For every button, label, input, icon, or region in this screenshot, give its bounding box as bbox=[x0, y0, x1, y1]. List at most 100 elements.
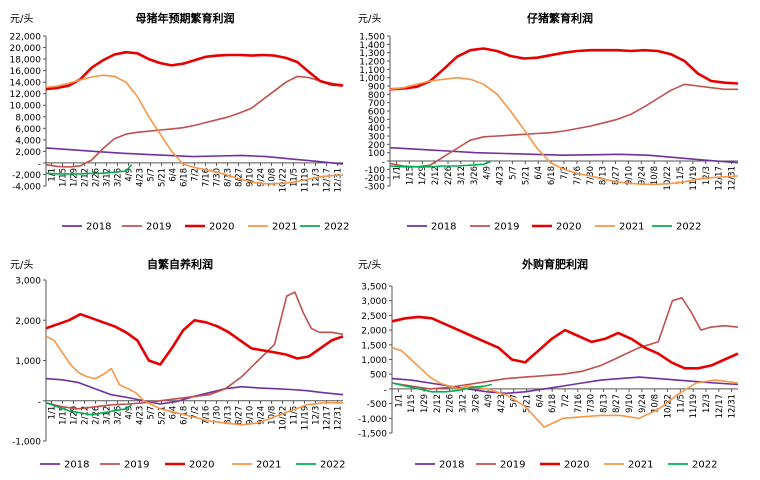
x-tick-label: 12/3 bbox=[702, 394, 712, 413]
x-tick-label: 2/12 bbox=[433, 394, 443, 413]
x-tick-label: 3/12 bbox=[458, 394, 468, 413]
x-tick-label: 7/2 bbox=[191, 406, 201, 420]
x-tick-label: 6/18 bbox=[547, 166, 557, 185]
x-tick-label: 12/3 bbox=[312, 406, 322, 425]
y-tick-label: 3,000 bbox=[15, 277, 41, 287]
x-tick-label: 4/9 bbox=[125, 406, 135, 420]
x-tick-label: 3/26 bbox=[470, 166, 480, 185]
legend-label-2020: 2020 bbox=[564, 460, 589, 471]
x-tick-label: 10/22 bbox=[664, 394, 674, 419]
x-tick-label: 12/3 bbox=[702, 166, 712, 185]
series-line-2020 bbox=[45, 50, 344, 91]
x-tick-label: 7/16 bbox=[202, 406, 212, 425]
series-line-2022 bbox=[391, 382, 492, 393]
y-tick-label: 100 bbox=[368, 149, 385, 159]
legend-label-2018: 2018 bbox=[431, 222, 456, 233]
series-line-2020 bbox=[45, 312, 344, 366]
legend: 2018 2019 2020 2021 2022 bbox=[62, 222, 349, 233]
series-line-2020 bbox=[389, 47, 739, 91]
x-tick-label: 9/10 bbox=[624, 166, 634, 185]
x-tick-label: 2/26 bbox=[444, 166, 454, 185]
x-tick-label: 5/7 bbox=[147, 168, 157, 182]
x-tick-label: 6/18 bbox=[180, 168, 190, 187]
y-tick-label: 2,000 bbox=[15, 148, 41, 158]
x-tick-label: 10/8 bbox=[268, 406, 278, 425]
x-tick-label: 4/23 bbox=[136, 168, 146, 187]
x-tick-label: 10/22 bbox=[279, 406, 289, 431]
series-line-2022 bbox=[389, 161, 491, 168]
y-tick-label: 20,000 bbox=[10, 44, 42, 54]
x-tick-label: 9/24 bbox=[638, 394, 648, 413]
y-tick-label: 1,500 bbox=[359, 33, 385, 43]
legend-label-2022: 2022 bbox=[692, 460, 717, 471]
x-tick-label: 4/9 bbox=[125, 168, 135, 182]
x-tick-label: 10/8 bbox=[650, 166, 660, 185]
x-tick-label: 1/29 bbox=[418, 166, 428, 185]
chart-1: 仔猪繁育利润元/头-300-200-100-100200300400500600… bbox=[358, 11, 739, 233]
x-tick-label: 12/31 bbox=[728, 166, 738, 191]
x-tick-label: 11/5 bbox=[290, 168, 300, 187]
y-tick-label: -1,000 bbox=[12, 438, 41, 448]
x-tick-label: 4/23 bbox=[497, 394, 507, 413]
x-tick-label: 12/17 bbox=[323, 406, 333, 431]
series-line-2019 bbox=[45, 291, 344, 410]
legend-label-2022: 2022 bbox=[676, 222, 701, 233]
y-tick-label: 6,000 bbox=[15, 125, 41, 135]
x-tick-label: 10/22 bbox=[663, 166, 673, 191]
x-tick-label: 8/13 bbox=[224, 168, 234, 187]
x-tick-label: 1/15 bbox=[59, 406, 69, 425]
y-tick-label: 3,000 bbox=[361, 297, 387, 307]
x-tick-label: 1/15 bbox=[405, 166, 415, 185]
legend-label-2019: 2019 bbox=[124, 460, 149, 471]
y-tick-label: - bbox=[38, 159, 41, 169]
legend-label-2022: 2022 bbox=[324, 222, 349, 233]
x-tick-label: 4/23 bbox=[496, 166, 506, 185]
legend: 2018 2019 2020 2021 2022 bbox=[407, 222, 701, 233]
y-tick-label: 600 bbox=[368, 108, 385, 118]
series-line-2021 bbox=[45, 74, 344, 185]
x-tick-label: 7/2 bbox=[191, 168, 201, 182]
x-tick-label: 9/24 bbox=[257, 406, 267, 425]
x-tick-label: 12/17 bbox=[715, 166, 725, 191]
legend-label-2020: 2020 bbox=[209, 222, 234, 233]
x-tick-label: 6/4 bbox=[535, 394, 545, 408]
y-tick-label: 900 bbox=[368, 83, 385, 93]
x-tick-label: 12/31 bbox=[334, 406, 344, 431]
x-tick-label: 5/21 bbox=[158, 168, 168, 187]
y-tick-label: -4,000 bbox=[12, 183, 41, 193]
chart-title: 仔猪繁育利润 bbox=[527, 11, 593, 25]
y-tick-label: 1,000 bbox=[15, 357, 41, 367]
x-tick-label: 7/16 bbox=[202, 168, 212, 187]
x-tick-label: 10/8 bbox=[651, 394, 661, 413]
x-tick-label: 1/1 bbox=[394, 394, 404, 408]
x-tick-label: 8/27 bbox=[612, 166, 622, 185]
y-tick-label: 22,000 bbox=[10, 33, 42, 43]
x-tick-label: 7/2 bbox=[560, 166, 570, 180]
y-unit-label: 元/头 bbox=[10, 13, 33, 25]
legend-label-2021: 2021 bbox=[272, 222, 297, 233]
y-tick-label: 12,000 bbox=[10, 90, 42, 100]
series-line-2022 bbox=[45, 402, 133, 416]
y-tick-label: 2,000 bbox=[15, 317, 41, 327]
series-line-2021 bbox=[389, 76, 739, 186]
chart-title: 自繁自养利润 bbox=[147, 257, 213, 271]
x-tick-label: 5/7 bbox=[147, 406, 157, 420]
x-tick-label: 1/1 bbox=[392, 166, 402, 180]
legend-label-2020: 2020 bbox=[189, 460, 214, 471]
x-tick-label: 10/22 bbox=[279, 168, 289, 193]
y-tick-label: 500 bbox=[370, 371, 387, 381]
legend-label-2019: 2019 bbox=[494, 222, 519, 233]
x-tick-label: 11/19 bbox=[689, 394, 699, 419]
x-tick-label: 2/26 bbox=[92, 168, 102, 187]
x-tick-label: 12/17 bbox=[715, 394, 725, 419]
y-tick-label: 18,000 bbox=[10, 56, 42, 66]
x-tick-label: 7/2 bbox=[561, 394, 571, 408]
x-tick-label: 9/10 bbox=[246, 168, 256, 187]
x-tick-label: 8/27 bbox=[612, 394, 622, 413]
chart-title: 母猪年预期繁育利润 bbox=[136, 11, 235, 25]
series-line-2019 bbox=[391, 296, 739, 390]
x-tick-label: 7/30 bbox=[587, 394, 597, 413]
series-line-2018 bbox=[389, 146, 739, 164]
series-line-2019 bbox=[45, 75, 344, 168]
